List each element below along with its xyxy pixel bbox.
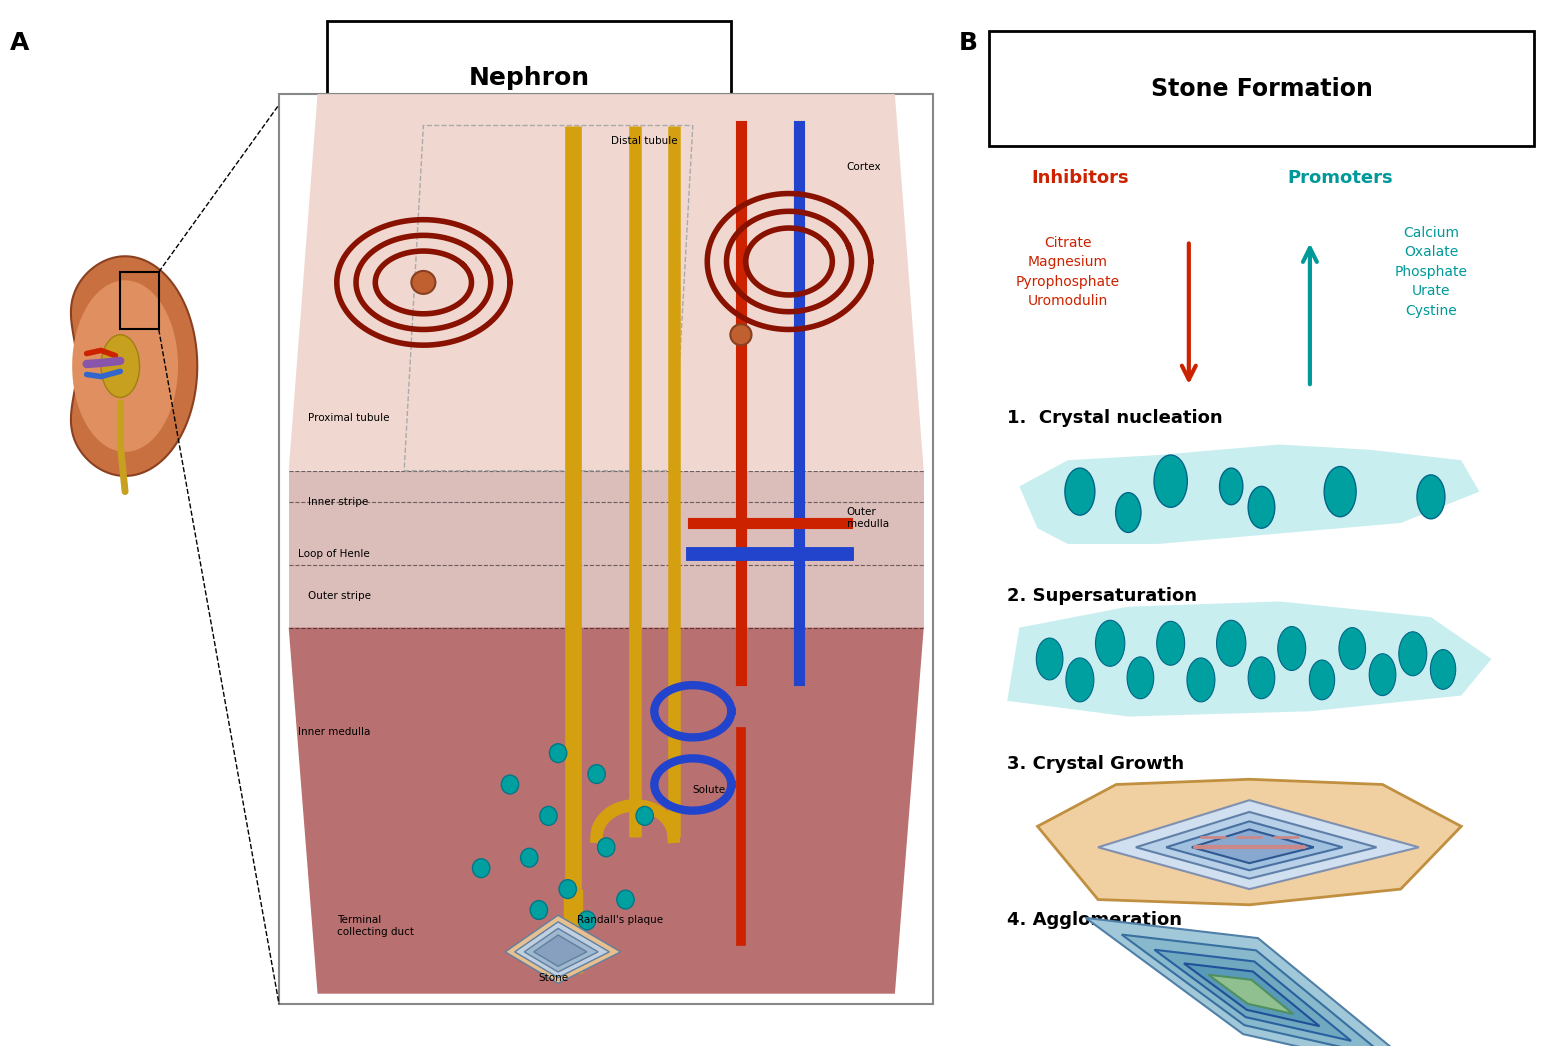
Bar <box>121 272 158 329</box>
Ellipse shape <box>1127 657 1153 699</box>
Ellipse shape <box>1155 455 1187 507</box>
Polygon shape <box>534 935 587 967</box>
Polygon shape <box>71 256 197 476</box>
Ellipse shape <box>501 775 518 794</box>
Ellipse shape <box>616 890 635 909</box>
Text: Solute: Solute <box>692 784 726 795</box>
Ellipse shape <box>1220 469 1243 504</box>
Polygon shape <box>289 471 923 628</box>
Text: Promoters: Promoters <box>1287 168 1394 187</box>
Text: Calcium
Oxalate
Phosphate
Urate
Cystine: Calcium Oxalate Phosphate Urate Cystine <box>1394 226 1468 318</box>
Ellipse shape <box>1431 650 1456 689</box>
Ellipse shape <box>579 911 596 930</box>
Ellipse shape <box>531 901 548 919</box>
Ellipse shape <box>101 335 140 397</box>
Bar <box>279 94 933 1004</box>
Text: Inner medulla: Inner medulla <box>298 727 371 737</box>
Polygon shape <box>1192 829 1313 863</box>
Text: Terminal
collecting duct: Terminal collecting duct <box>337 915 414 936</box>
Text: Loop of Henle: Loop of Henle <box>298 549 369 560</box>
Text: B: B <box>959 31 978 55</box>
Ellipse shape <box>1248 657 1274 699</box>
Ellipse shape <box>1217 620 1246 666</box>
Ellipse shape <box>1324 467 1356 517</box>
Polygon shape <box>525 929 598 972</box>
Polygon shape <box>504 915 621 983</box>
Polygon shape <box>1166 821 1342 870</box>
Polygon shape <box>1136 812 1377 879</box>
Ellipse shape <box>472 859 490 878</box>
Polygon shape <box>1007 601 1491 717</box>
Ellipse shape <box>520 848 539 867</box>
Ellipse shape <box>411 271 436 294</box>
Polygon shape <box>73 280 178 452</box>
Polygon shape <box>1122 934 1386 1046</box>
Ellipse shape <box>1339 628 1366 669</box>
Ellipse shape <box>1037 638 1063 680</box>
Ellipse shape <box>1065 469 1094 515</box>
Polygon shape <box>1037 779 1462 905</box>
Text: Citrate
Magnesium
Pyrophosphate
Uromodulin: Citrate Magnesium Pyrophosphate Uromodul… <box>1015 235 1121 309</box>
Text: Nephron: Nephron <box>469 67 590 90</box>
Text: 2. Supersaturation: 2. Supersaturation <box>1007 587 1197 606</box>
Text: 3. Crystal Growth: 3. Crystal Growth <box>1007 754 1184 773</box>
Ellipse shape <box>1066 658 1094 702</box>
Ellipse shape <box>598 838 615 857</box>
Text: Randall's plaque: Randall's plaque <box>577 915 663 926</box>
Polygon shape <box>1020 445 1479 544</box>
Ellipse shape <box>636 806 653 825</box>
Ellipse shape <box>588 765 605 783</box>
Text: Proximal tubule: Proximal tubule <box>307 413 390 424</box>
Ellipse shape <box>1277 627 1305 670</box>
Ellipse shape <box>559 880 576 899</box>
Polygon shape <box>1086 918 1425 1046</box>
Ellipse shape <box>1398 632 1426 676</box>
Text: A: A <box>9 31 29 55</box>
Ellipse shape <box>1310 660 1335 700</box>
Ellipse shape <box>1187 658 1215 702</box>
Polygon shape <box>1209 975 1293 1014</box>
Text: Stone Formation: Stone Formation <box>1150 77 1372 100</box>
Ellipse shape <box>540 806 557 825</box>
Text: Cortex: Cortex <box>847 162 882 173</box>
Text: Inhibitors: Inhibitors <box>1031 168 1128 187</box>
Polygon shape <box>1155 950 1352 1041</box>
Ellipse shape <box>1096 620 1125 666</box>
Polygon shape <box>289 628 923 994</box>
Text: 4. Agglomeration: 4. Agglomeration <box>1007 911 1183 930</box>
Text: Outer stripe: Outer stripe <box>307 591 371 601</box>
FancyBboxPatch shape <box>989 31 1533 146</box>
Ellipse shape <box>1248 486 1274 528</box>
Ellipse shape <box>1156 621 1184 665</box>
Ellipse shape <box>549 744 566 763</box>
FancyBboxPatch shape <box>327 21 731 136</box>
Text: Stone: Stone <box>539 973 570 983</box>
Polygon shape <box>289 94 923 471</box>
Polygon shape <box>1099 800 1419 889</box>
Polygon shape <box>515 922 610 978</box>
Text: Outer
medulla: Outer medulla <box>847 507 889 528</box>
Text: 1.  Crystal nucleation: 1. Crystal nucleation <box>1007 409 1223 428</box>
Ellipse shape <box>731 324 751 345</box>
Text: Inner stripe: Inner stripe <box>307 497 368 507</box>
Text: Distal tubule: Distal tubule <box>611 136 678 146</box>
Ellipse shape <box>1116 493 1141 532</box>
Ellipse shape <box>1417 475 1445 519</box>
Polygon shape <box>1184 963 1319 1026</box>
Ellipse shape <box>1369 654 1395 696</box>
